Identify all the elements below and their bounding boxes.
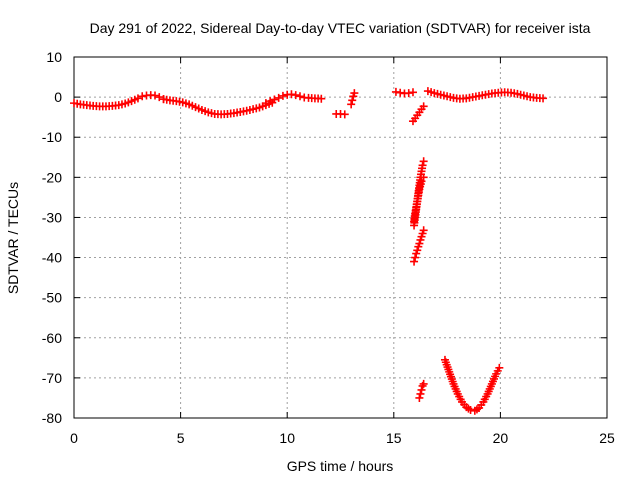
data-point — [411, 253, 420, 262]
data-point — [350, 89, 359, 98]
x-tick-labels: 0 5 10 15 20 25 — [70, 430, 615, 446]
data-point — [419, 102, 428, 111]
x-tick-label: 20 — [493, 430, 509, 446]
series-segment-12 — [415, 379, 428, 402]
data-point — [391, 87, 400, 96]
series-segment-1 — [70, 91, 168, 111]
data-point — [419, 157, 428, 166]
data-point — [419, 173, 428, 182]
y-tick-label: -10 — [42, 129, 62, 145]
data-point — [278, 91, 287, 100]
y-tick-label: 0 — [54, 89, 62, 105]
data-point — [415, 393, 424, 402]
data-point — [340, 110, 349, 119]
data-point — [347, 100, 356, 109]
y-tick-label: -50 — [42, 290, 62, 306]
data-point — [133, 94, 142, 103]
series-segment-8 — [408, 102, 428, 126]
data-point — [417, 385, 426, 394]
data-point — [348, 96, 357, 105]
data-point — [295, 92, 304, 101]
data-point — [495, 363, 504, 372]
series-segment-10 — [410, 173, 428, 226]
y-tick-label: -30 — [42, 209, 62, 225]
x-tick-label: 5 — [177, 430, 185, 446]
data-point — [410, 257, 419, 266]
data-point — [291, 91, 300, 100]
series-segment-2 — [159, 95, 277, 119]
x-tick-label: 0 — [70, 430, 78, 446]
y-tick-label: -80 — [42, 410, 62, 426]
data-point — [404, 89, 413, 98]
data-point — [418, 161, 427, 170]
grid-lines — [74, 57, 607, 418]
data-point — [419, 379, 428, 388]
y-tick-label: -20 — [42, 169, 62, 185]
data-point — [155, 93, 164, 102]
plot-frame — [73, 56, 608, 419]
chart-title: Day 291 of 2022, Sidereal Day-to-day VTE… — [90, 20, 591, 36]
series-segment-4 — [304, 93, 326, 103]
series-segment-13 — [423, 87, 548, 103]
data-point — [266, 97, 275, 106]
x-tick-label: 25 — [599, 430, 615, 446]
y-tick-label: -60 — [42, 330, 62, 346]
data-point — [274, 93, 283, 102]
x-tick-label: 10 — [279, 430, 295, 446]
data-point — [261, 99, 270, 108]
data-point — [419, 226, 428, 235]
data-point — [151, 91, 160, 100]
y-tick-label: 10 — [46, 49, 62, 65]
data-point — [138, 92, 147, 101]
data-point — [408, 88, 417, 97]
data-points — [70, 87, 548, 415]
y-tick-label: -40 — [42, 250, 62, 266]
data-point — [416, 389, 425, 398]
x-tick-label: 15 — [386, 430, 402, 446]
series-segment-11 — [410, 226, 428, 266]
data-point — [317, 94, 326, 103]
data-point — [287, 90, 296, 99]
data-point — [539, 94, 548, 103]
series-segment-7 — [391, 87, 417, 98]
data-point — [270, 95, 279, 104]
y-tick-labels: 10 0 -10 -20 -30 -40 -50 -60 -70 -80 — [42, 49, 62, 426]
y-tick-label: -70 — [42, 370, 62, 386]
data-point — [396, 88, 405, 97]
data-point — [413, 246, 422, 255]
y-axis-label: SDTVAR / TECUs — [5, 182, 21, 294]
series-segment-6 — [347, 89, 359, 109]
data-point — [417, 177, 426, 186]
series-segment-5 — [332, 109, 349, 119]
series-segment-3 — [261, 90, 309, 108]
series-segment-14 — [440, 355, 504, 415]
x-axis-label: GPS time / hours — [287, 458, 394, 474]
data-point — [415, 239, 424, 248]
